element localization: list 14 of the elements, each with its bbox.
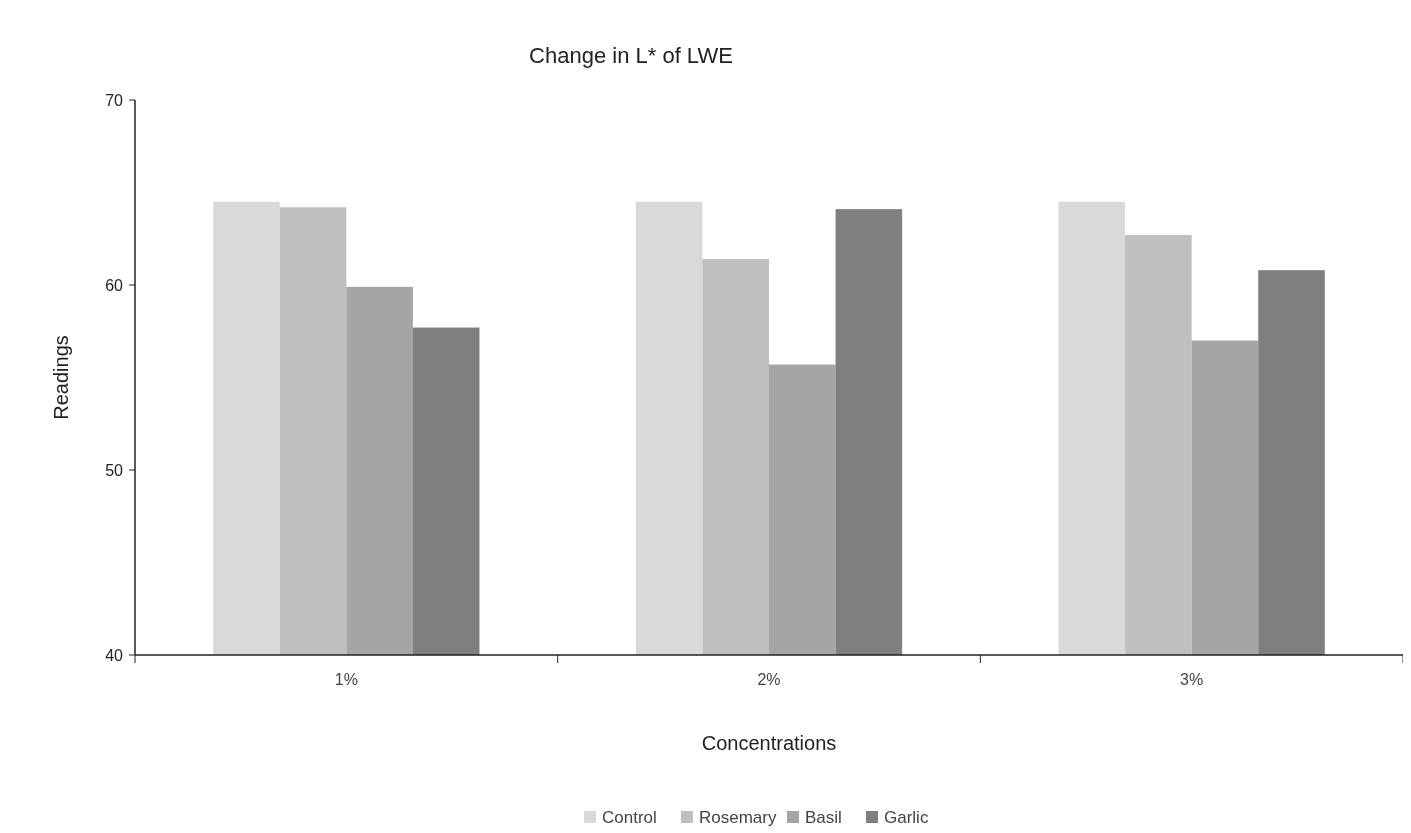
- x-tick-label: 2%: [757, 671, 781, 688]
- y-tick-label: 70: [105, 91, 124, 109]
- y-tick-label: 40: [105, 646, 124, 664]
- x-tick-label: 3%: [1180, 671, 1204, 688]
- x-axis-title: Concentrations: [701, 732, 837, 754]
- legend-label: Garlic: [884, 808, 929, 827]
- y-tick-label: 60: [105, 276, 124, 294]
- legend-label: Control: [602, 808, 657, 827]
- y-axis-title: Readings: [50, 335, 72, 420]
- chart-title: Change in L* of LWE: [529, 43, 733, 68]
- y-tick-label: 50: [105, 461, 124, 479]
- x-tick-label: 1%: [334, 671, 358, 688]
- legend-label: Rosemary: [699, 808, 777, 827]
- legend-label: Basil: [805, 808, 842, 827]
